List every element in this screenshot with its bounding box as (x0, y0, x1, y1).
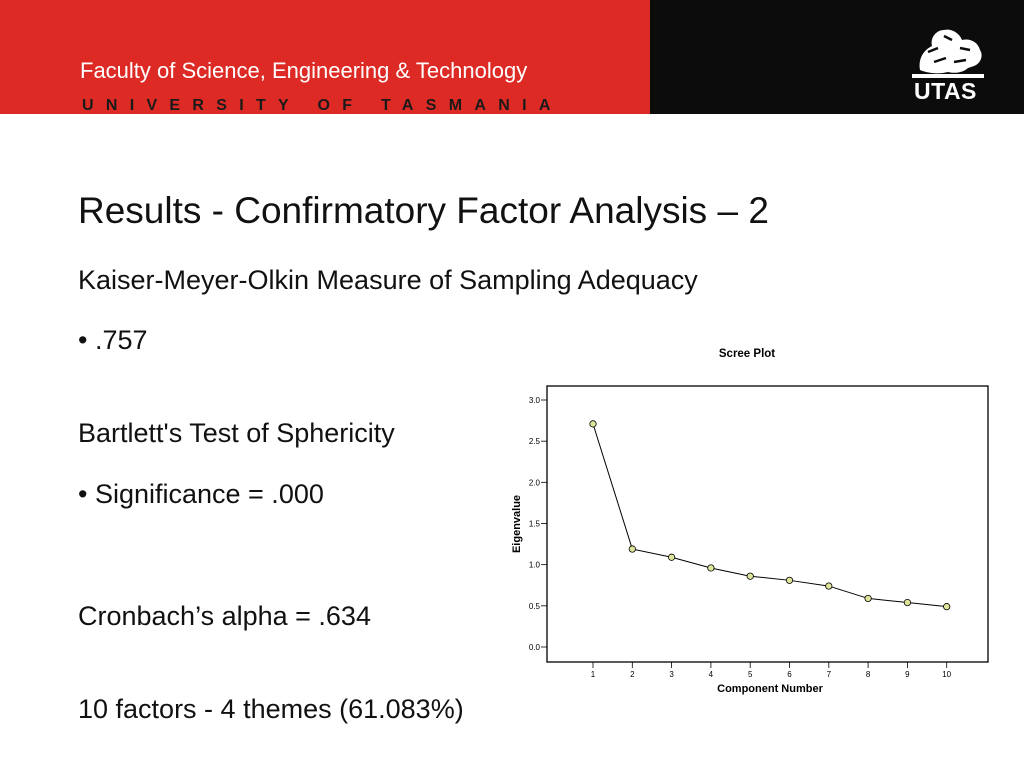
header-red-band (0, 0, 650, 114)
x-tick-label: 5 (748, 670, 753, 679)
y-tick-label: 0.5 (529, 602, 541, 611)
x-tick-label: 6 (787, 670, 792, 679)
kmo-value: • .757 (78, 325, 148, 355)
data-point (589, 420, 597, 428)
data-point (785, 576, 794, 584)
y-tick-label: 2.5 (529, 437, 541, 446)
cronbach-alpha: Cronbach’s alpha = .634 (78, 601, 371, 631)
y-tick-label: 2.0 (529, 478, 541, 487)
y-tick-label: 1.0 (529, 561, 541, 570)
x-tick-label: 1 (591, 670, 596, 679)
plot-frame (546, 385, 989, 663)
x-tick-label: 9 (905, 670, 910, 679)
faculty-name: Faculty of Science, Engineering & Techno… (80, 58, 528, 83)
series-line (592, 423, 947, 608)
data-point (746, 572, 754, 580)
data-points (589, 420, 951, 611)
data-point (903, 598, 911, 607)
y-axis-label: Eigenvalue (511, 495, 523, 553)
utas-lion-logo (912, 29, 984, 78)
x-tick-label: 2 (630, 670, 635, 679)
x-tick-label: 10 (942, 670, 951, 679)
x-tick-label: 3 (669, 670, 674, 679)
data-point (668, 553, 676, 561)
x-axis-label: Component Number (717, 683, 823, 695)
x-tick-label: 7 (827, 670, 832, 679)
data-point (628, 545, 636, 553)
x-axis: 1 2 3 4 5 6 7 8 9 10 (591, 661, 952, 679)
university-name: UNIVERSITY OF TASMANIA (82, 97, 563, 114)
data-point (707, 564, 715, 572)
chart-title: Scree Plot (719, 348, 775, 360)
factors-summary: 10 factors - 4 themes (61.083%) (78, 694, 464, 724)
slide-title: Results - Confirmatory Factor Analysis –… (78, 190, 769, 231)
y-tick-label: 1.5 (529, 520, 541, 529)
bartlett-label: Bartlett's Test of Sphericity (78, 418, 395, 448)
scree-plot-svg: Scree Plot 0.0 0.5 1.0 1.5 2.0 2.5 3.0 1 2 3 4 5 6 7… (511, 348, 989, 695)
data-point (825, 582, 833, 590)
x-tick-label: 8 (866, 670, 871, 679)
y-tick-label: 3.0 (529, 396, 541, 405)
y-axis: 0.0 0.5 1.0 1.5 2.0 2.5 3.0 (529, 396, 548, 652)
scree-plot-chart: Scree Plot 0.0 0.5 1.0 1.5 2.0 2.5 3.0 1 2 3 4 5 6 7… (490, 340, 1000, 710)
utas-logo-text: UTAS (914, 78, 977, 104)
kmo-label: Kaiser-Meyer-Olkin Measure of Sampling A… (78, 265, 698, 295)
y-tick-label: 0.0 (529, 643, 541, 652)
data-point (864, 594, 872, 603)
x-tick-label: 4 (709, 670, 714, 679)
bartlett-significance: • Significance = .000 (78, 479, 324, 509)
data-point (943, 603, 951, 611)
